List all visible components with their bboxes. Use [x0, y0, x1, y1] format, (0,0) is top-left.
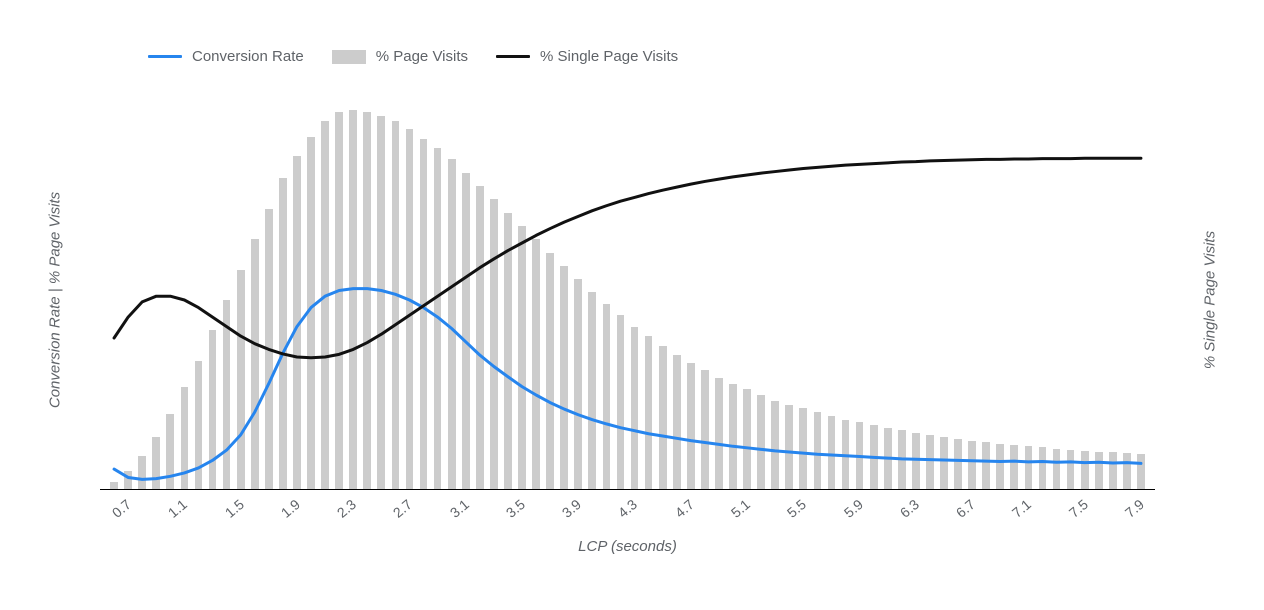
legend-swatch-bar	[332, 50, 366, 64]
x-axis-line	[100, 489, 1155, 490]
x-tick-label: 3.9	[559, 496, 584, 521]
x-tick-label: 5.1	[728, 496, 753, 521]
x-tick-label: 1.9	[278, 496, 303, 521]
x-tick-label: 7.1	[1009, 496, 1034, 521]
legend-label: % Single Page Visits	[540, 48, 678, 65]
legend-label: Conversion Rate	[192, 48, 304, 65]
series-conversion_rate	[114, 289, 1141, 480]
chart-stage: Conversion Rate % Page Visits % Single Pag…	[0, 0, 1264, 610]
y-axis-right-label: % Single Page Visits	[1202, 231, 1219, 369]
plot-area: 0.71.11.51.92.32.73.13.53.94.34.75.15.55…	[100, 110, 1155, 490]
x-tick-label: 1.1	[165, 496, 190, 521]
y-axis-left-label: Conversion Rate | % Page Visits	[47, 192, 64, 408]
x-tick-label: 6.7	[953, 496, 978, 521]
legend-item: % Page Visits	[332, 48, 468, 65]
legend: Conversion Rate % Page Visits % Single Pag…	[148, 48, 678, 65]
legend-label: % Page Visits	[376, 48, 468, 65]
legend-item: % Single Page Visits	[496, 48, 678, 65]
x-axis-label: LCP (seconds)	[578, 538, 677, 555]
legend-item: Conversion Rate	[148, 48, 304, 65]
lines-layer	[100, 110, 1155, 490]
x-tick-label: 3.1	[446, 496, 471, 521]
x-tick-label: 4.7	[672, 496, 697, 521]
x-tick-label: 2.7	[390, 496, 415, 521]
x-tick-label: 6.3	[897, 496, 922, 521]
legend-swatch-line	[496, 55, 530, 58]
x-tick-label: 3.5	[503, 496, 528, 521]
x-tick-label: 1.5	[221, 496, 246, 521]
series-single_page_visits	[114, 158, 1141, 358]
x-tick-label: 5.9	[840, 496, 865, 521]
x-tick-label: 7.9	[1122, 496, 1147, 521]
x-tick-label: 0.7	[109, 496, 134, 521]
x-tick-label: 4.3	[615, 496, 640, 521]
legend-swatch-line	[148, 55, 182, 58]
x-tick-label: 7.5	[1065, 496, 1090, 521]
x-tick-label: 5.5	[784, 496, 809, 521]
x-tick-label: 2.3	[334, 496, 359, 521]
